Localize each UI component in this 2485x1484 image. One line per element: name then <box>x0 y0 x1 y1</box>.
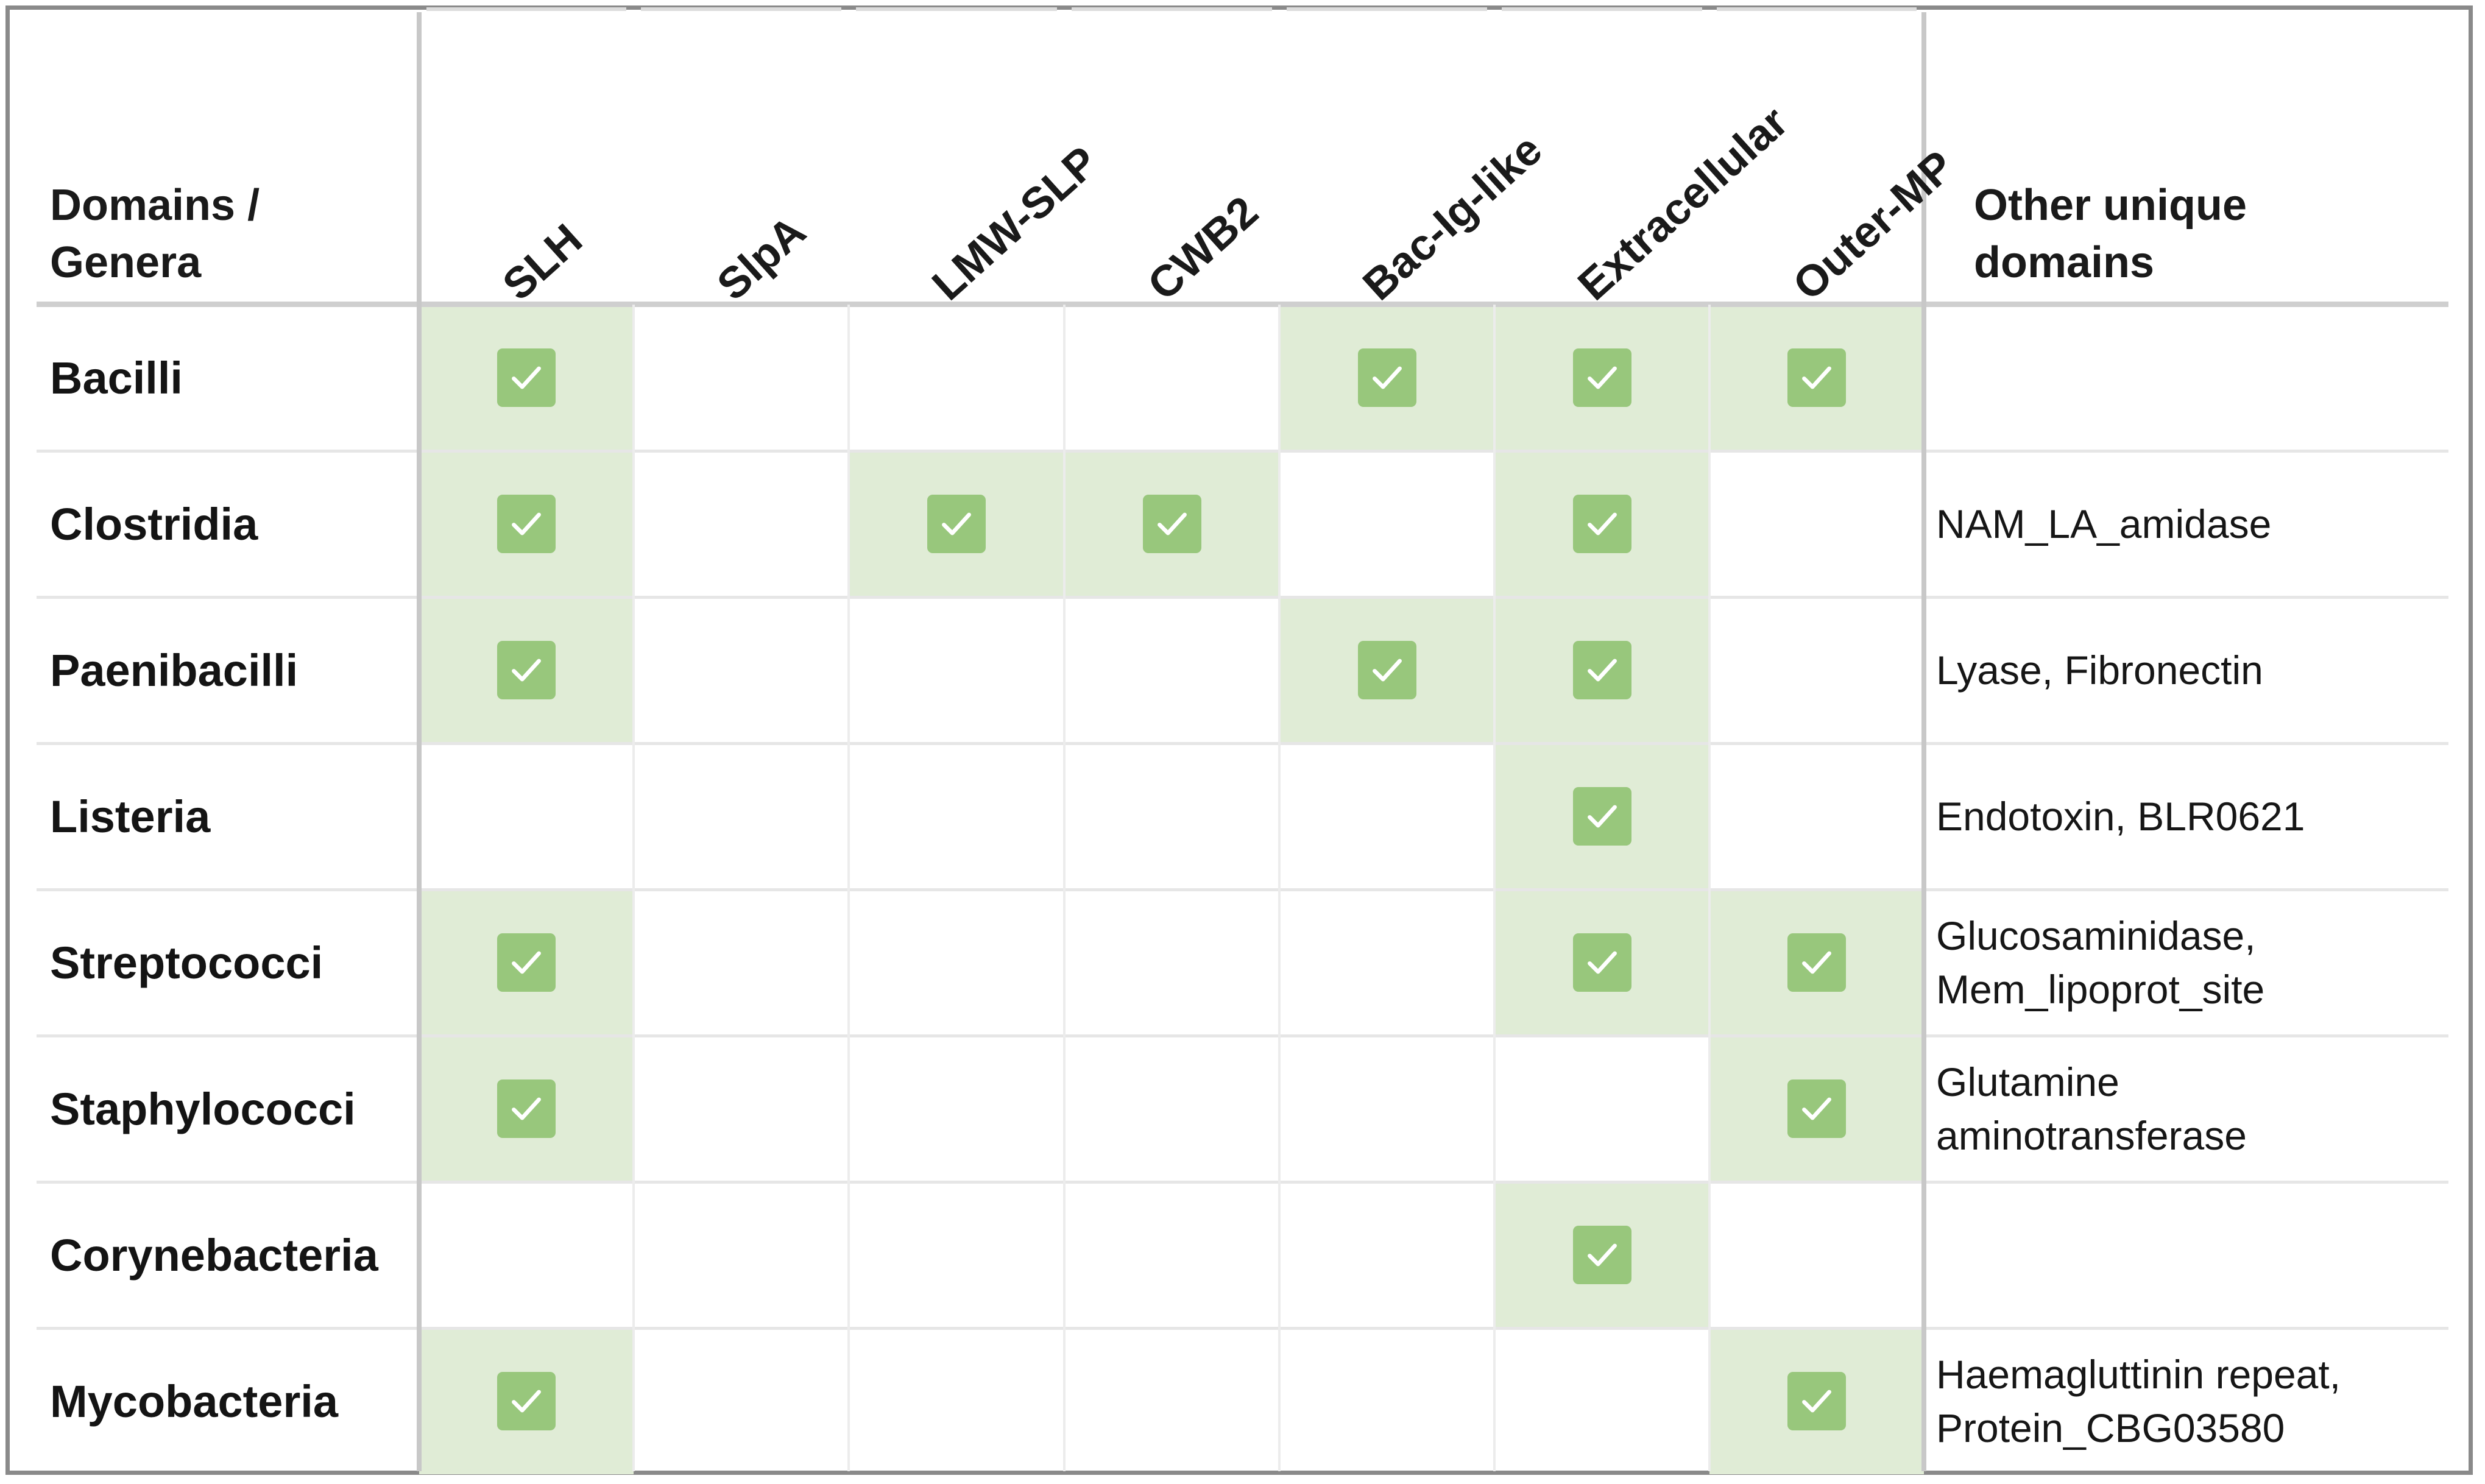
other-domains-cell: NAM_LA_amidase <box>1936 501 2272 546</box>
row-divider <box>37 1181 2448 1184</box>
column-header: Outer-MP <box>1784 141 1964 310</box>
checkbox-checked-icon <box>1572 1226 1631 1284</box>
column-header: Extracellular <box>1569 97 1798 310</box>
checkbox-checked-icon <box>1357 348 1416 407</box>
column-header: SLH <box>493 214 592 310</box>
checkbox-checked-icon <box>497 348 556 407</box>
column-header: CWB2 <box>1139 187 1268 310</box>
checkbox-checked-icon <box>1787 348 1846 407</box>
checkbox-checked-icon <box>1572 495 1631 553</box>
column-header: Bac-Ig-like <box>1354 125 1552 310</box>
row-genus-label: Mycobacteria <box>50 1376 338 1427</box>
checkbox-checked-icon <box>1357 641 1416 699</box>
checkbox-checked-icon <box>1142 495 1201 553</box>
row-divider <box>37 1327 2448 1330</box>
header-divider <box>37 302 2448 307</box>
checkbox-checked-icon <box>927 495 986 553</box>
checkbox-checked-icon <box>497 933 556 992</box>
column-header: SlpA <box>708 207 815 310</box>
row-divider <box>37 742 2448 745</box>
row-genus-label: Streptococci <box>50 937 323 988</box>
row-divider <box>37 888 2448 891</box>
checkbox-checked-icon <box>1572 787 1631 846</box>
checkbox-checked-icon <box>1572 933 1631 992</box>
section-divider <box>1921 12 1926 1471</box>
column-header: LMW-SLP <box>923 137 1108 310</box>
checkbox-checked-icon <box>497 1079 556 1138</box>
corner-header: Domains / Genera <box>50 181 260 287</box>
checkbox-checked-icon <box>1572 348 1631 407</box>
row-genus-label: Listeria <box>50 791 211 842</box>
row-divider <box>37 596 2448 599</box>
row-genus-label: Clostridia <box>50 498 258 549</box>
other-domains-cell: Lyase, Fibronectin <box>1936 648 2263 693</box>
header-top-divider <box>1287 7 1487 11</box>
checkbox-checked-icon <box>497 495 556 553</box>
row-genus-label: Staphylococci <box>50 1083 356 1134</box>
header-top-divider <box>856 7 1057 11</box>
checkbox-checked-icon <box>497 1372 556 1430</box>
column-divider <box>1278 305 1281 1471</box>
header-top-divider <box>426 7 626 11</box>
checkbox-checked-icon <box>1787 1372 1846 1430</box>
checkbox-checked-icon <box>497 641 556 699</box>
other-domains-cell: Endotoxin, BLR0621 <box>1936 794 2305 839</box>
row-divider <box>37 1034 2448 1037</box>
section-divider <box>417 12 422 1471</box>
row-genus-label: Paenibacilli <box>50 645 299 696</box>
row-genus-label: Corynebacteria <box>50 1229 378 1281</box>
column-divider <box>847 305 850 1471</box>
checkbox-checked-icon <box>1572 641 1631 699</box>
checkbox-checked-icon <box>1787 933 1846 992</box>
row-genus-label: Bacilli <box>50 352 183 403</box>
other-domains-cell: Glucosaminidase, Mem_lipoprot_site <box>1936 913 2265 1012</box>
checkbox-checked-icon <box>1787 1079 1846 1138</box>
other-domains-cell: Glutamine aminotransferase <box>1936 1059 2247 1158</box>
other-domains-header: Other unique domains <box>1974 181 2247 287</box>
header-top-divider <box>1072 7 1272 11</box>
header-top-divider <box>1717 7 1917 11</box>
header-top-divider <box>641 7 841 11</box>
other-domains-cell: Haemagluttinin repeat, Protein_CBG03580 <box>1936 1352 2341 1450</box>
column-divider <box>1493 305 1496 1471</box>
column-divider <box>632 305 635 1471</box>
header-top-divider <box>1502 7 1702 11</box>
column-divider <box>1708 305 1711 1471</box>
column-divider <box>1063 305 1066 1471</box>
row-divider <box>37 450 2448 453</box>
